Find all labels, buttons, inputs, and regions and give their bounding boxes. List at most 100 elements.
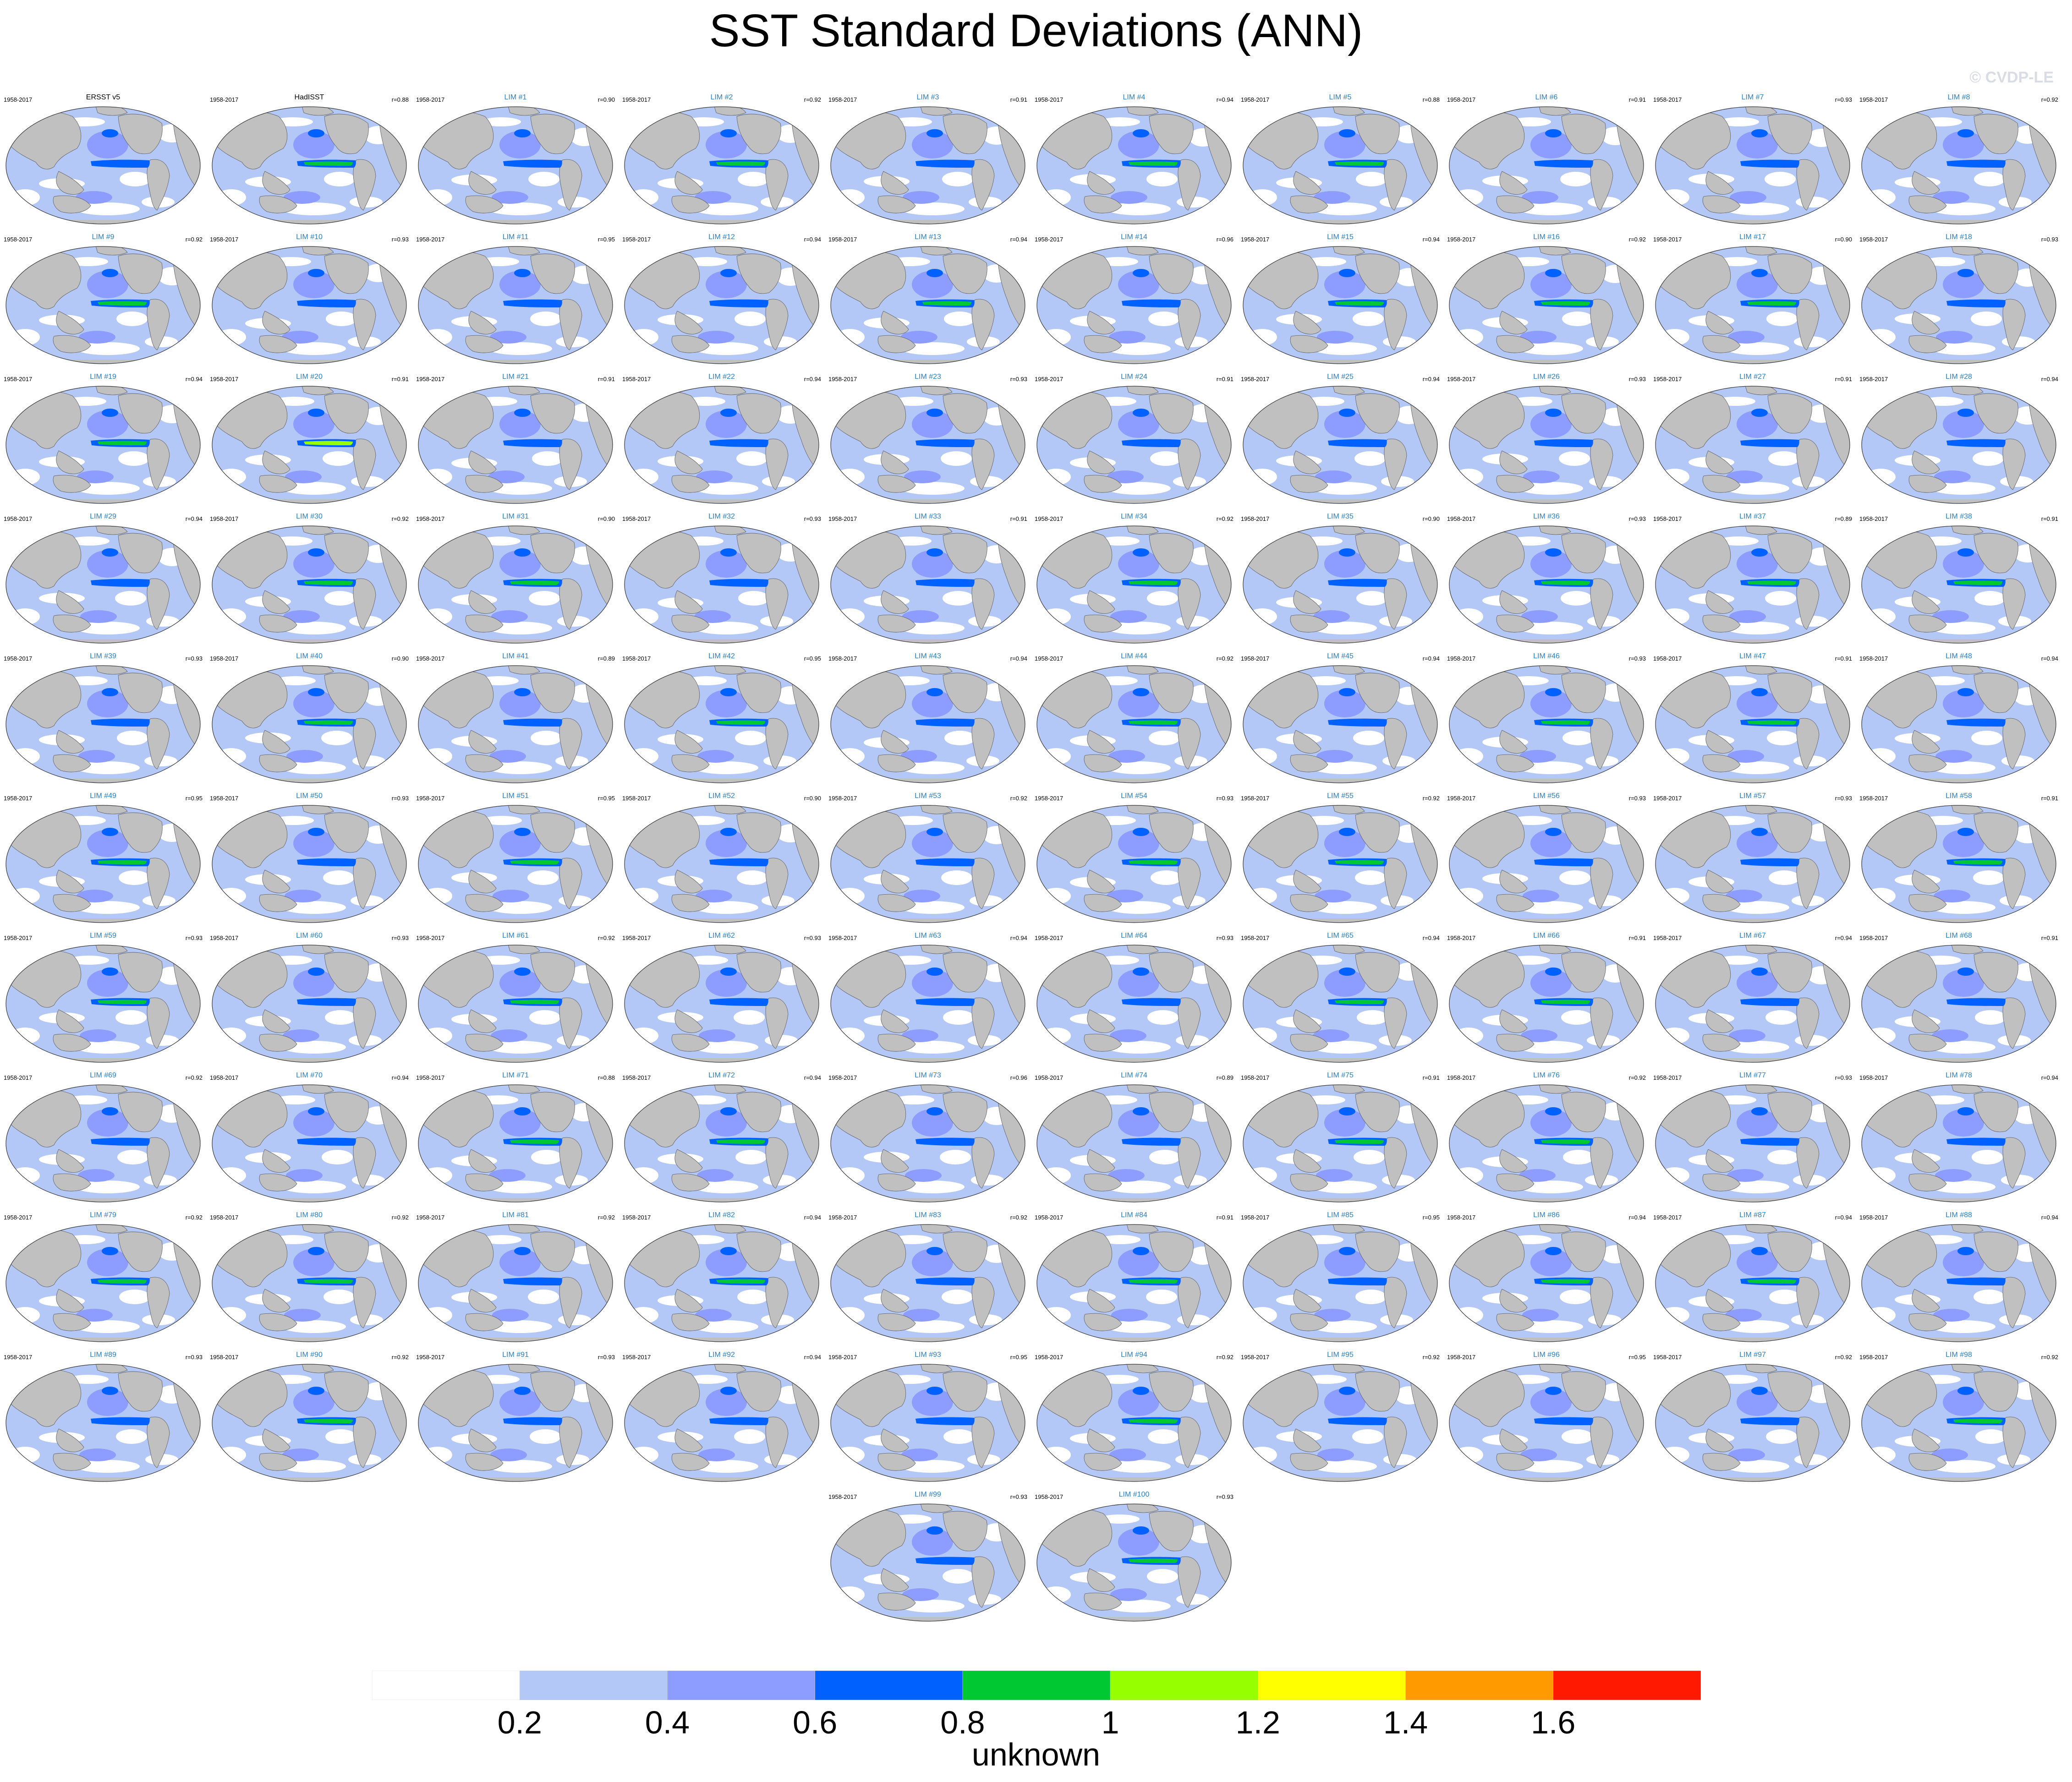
equatorial-pacific-core (922, 1419, 971, 1423)
land-mass (1149, 1511, 1194, 1552)
land-mass (147, 578, 170, 630)
moderate-std-patch (706, 1388, 747, 1416)
sst-std-map (1036, 1503, 1232, 1622)
north-pacific-core (1545, 129, 1562, 137)
low-std-patch (694, 761, 758, 774)
panel-name: LIM #82 (708, 1211, 735, 1219)
low-std-patch (835, 1167, 865, 1184)
land-mass (765, 438, 789, 490)
low-std-patch (1769, 1290, 1800, 1304)
moderate-std-patch (1315, 470, 1352, 483)
land-mass (1767, 672, 1812, 713)
panel-correlation: r=0.92 (391, 1214, 409, 1221)
sst-std-map (418, 386, 613, 504)
low-std-patch (735, 1150, 767, 1164)
land-mass (1149, 1231, 1194, 1272)
moderate-std-patch (285, 890, 321, 902)
antarctica (625, 1477, 819, 1481)
moderate-std-patch (490, 1449, 527, 1461)
land-mass (1290, 1453, 1328, 1471)
moderate-std-patch (706, 690, 747, 717)
land-mass (736, 1231, 781, 1272)
land-mass (1332, 666, 1365, 675)
low-std-patch (481, 117, 521, 126)
land-mass (765, 1277, 789, 1328)
equatorial-pacific-core (1541, 1000, 1590, 1004)
antarctica (212, 639, 406, 643)
land-mass (674, 311, 703, 334)
low-std-patch (900, 1600, 965, 1613)
sst-std-map (1243, 665, 1438, 783)
panel-period: 1958-2017 (1035, 1074, 1063, 1081)
map-panel: 1958-2017 LIM #39 r=0.93 (0, 650, 206, 790)
map-border (212, 1364, 407, 1482)
low-std-patch (1147, 1010, 1179, 1025)
map-panel: 1958-2017 LIM #95 r=0.92 (1237, 1349, 1443, 1489)
land-mass (1126, 1224, 1159, 1234)
panel-period: 1958-2017 (1447, 1214, 1476, 1221)
low-std-patch (1924, 1095, 1964, 1104)
equatorial-pacific-core (304, 720, 353, 725)
land-mass (877, 1173, 916, 1192)
low-std-patch (423, 1167, 452, 1184)
land-mass (1332, 1364, 1365, 1373)
antarctica (831, 918, 1025, 923)
panel-name: LIM #50 (296, 792, 323, 800)
map-border (5, 246, 201, 364)
map-panel: 1958-2017 LIM #97 r=0.92 (1650, 1349, 1856, 1489)
sst-std-map (830, 1224, 1025, 1342)
sst-std-map (1861, 525, 2056, 644)
panel-period: 1958-2017 (1859, 236, 1888, 243)
panel-period: 1958-2017 (416, 236, 445, 243)
low-std-patch (1454, 748, 1483, 765)
land-mass (1178, 718, 1201, 770)
moderate-std-patch (1727, 1169, 1764, 1182)
map-border (1655, 1224, 1850, 1342)
land-mass (671, 1313, 710, 1331)
land-mass (1702, 894, 1741, 912)
land-mass (1538, 1224, 1571, 1234)
land-mass (53, 195, 91, 213)
moderate-std-patch (706, 830, 747, 857)
panel-correlation: r=0.92 (1422, 1354, 1440, 1361)
low-std-patch (629, 608, 658, 625)
panel-name: LIM #17 (1739, 233, 1766, 241)
low-std-patch (900, 1460, 965, 1473)
land-mass (1908, 1453, 1947, 1471)
panel-correlation: r=0.94 (1010, 935, 1027, 941)
moderate-std-patch (1936, 331, 1973, 344)
low-std-patch (282, 202, 346, 215)
panel-correlation: r=0.91 (1010, 515, 1027, 522)
panel-name: LIM #29 (90, 513, 116, 520)
land-mass (1705, 450, 1734, 474)
panel-name: LIM #38 (1946, 513, 1972, 520)
land-mass (1384, 578, 1407, 630)
sst-std-map (212, 945, 407, 1063)
north-pacific-core (308, 688, 324, 696)
low-std-patch (217, 1307, 246, 1323)
low-std-patch (1931, 1320, 1995, 1333)
panel-name: LIM #25 (1327, 373, 1354, 381)
low-std-patch (217, 1167, 246, 1184)
land-mass (1702, 1033, 1741, 1052)
moderate-std-patch (912, 830, 953, 857)
equatorial-pacific-core (304, 860, 353, 864)
map-panel: 1958-2017 LIM #26 r=0.93 (1443, 371, 1650, 511)
land-mass (353, 1137, 376, 1189)
moderate-std-patch (1737, 969, 1778, 997)
low-std-patch (1765, 1010, 1797, 1025)
panel-period: 1958-2017 (1653, 1214, 1682, 1221)
sst-std-map (624, 1084, 819, 1203)
map-panel: 1958-2017 LIM #66 r=0.91 (1443, 930, 1650, 1070)
map-border (1861, 1364, 2056, 1482)
map-border (1243, 246, 1438, 364)
north-pacific-core (102, 1387, 118, 1395)
low-std-patch (1306, 257, 1346, 266)
low-std-patch (1560, 1290, 1591, 1304)
map-panel: 1958-2017 LIM #16 r=0.92 (1443, 231, 1650, 371)
land-mass (1084, 1033, 1122, 1052)
panel-name: LIM #24 (1121, 373, 1147, 381)
land-mass (262, 1149, 291, 1173)
map-panel: 1958-2017 LIM #83 r=0.92 (825, 1209, 1031, 1349)
north-pacific-core (1751, 269, 1768, 277)
